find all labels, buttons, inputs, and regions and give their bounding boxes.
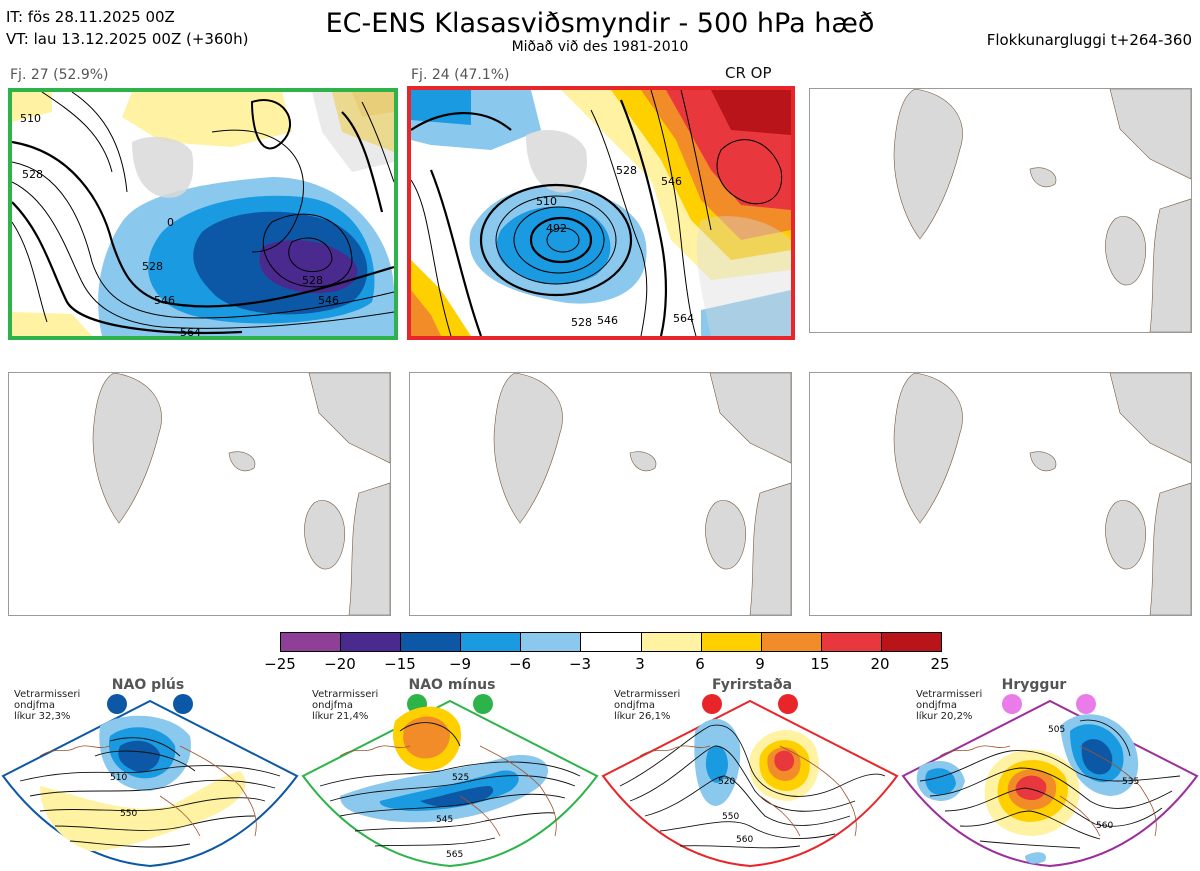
regime-marker [473,694,493,714]
colorbar-swatch [701,633,762,651]
header-info: IT: fös 28.11.2025 00Z VT: lau 13.12.202… [6,6,248,50]
colorbar-swatch [821,633,882,651]
initial-time: IT: fös 28.11.2025 00Z [6,8,175,26]
regime-contour-label: 535 [1122,777,1139,787]
colorbar-tick: 15 [810,655,830,673]
regime-contour-label: 560 [736,835,753,845]
colorbar-tick: 25 [930,655,950,673]
regime-contour-label: 550 [120,809,137,819]
regime-ridge: Vetrarmisseri ondjfma líkur 20,2% Hryggur [900,676,1200,871]
regime-marker [778,694,798,714]
regime-contour-label: 560 [1096,821,1113,831]
contour-label: 546 [154,294,175,307]
regime-title: NAO plús [111,677,185,693]
colorbar-swatch [641,633,702,651]
empty-map-graphic [493,373,791,615]
regime-blocking: Vetrarmisseri ondjfma líkur 26,1% Fyrirsta… [600,676,900,871]
colorbar-swatch [761,633,822,651]
cluster-1-map-graphic: 528 546 564 528 546 510 528 0 [12,92,394,336]
cr-op-label: CR OP [725,64,772,82]
empty-map-graphic [893,373,1191,615]
colorbar-swatch [341,633,402,651]
cluster-window: Flokkunargluggi t+264-360 [986,31,1192,49]
contour-label: 528 [142,260,163,273]
regime-contour-label: 525 [452,773,469,783]
contour-label: 528 [302,274,323,287]
regime-map: 525 545 565 [301,694,599,868]
colorbar-swatch [881,633,942,651]
regime-contour-label: 565 [446,850,463,860]
page-title: EC-ENS Klasasviðsmyndir - 500 hPa hæð [325,8,875,39]
anomaly-colorbar [280,632,942,652]
cluster-1-map[interactable]: 528 546 564 528 546 510 528 0 [8,88,398,340]
empty-map-panel [809,372,1192,616]
empty-map-graphic [92,373,390,615]
contour-label: 528 [22,168,43,181]
regime-contour-label: 520 [718,777,735,787]
regime-note: Vetrarmisseri ondjfma líkur 20,2% [916,689,983,722]
contour-label: 510 [20,112,41,125]
colorbar-swatch [461,633,522,651]
regime-marker [702,694,722,714]
regime-contour-label: 510 [110,773,127,783]
regime-note: Vetrarmisseri ondjfma líkur 21,4% [312,689,379,722]
valid-time: VT: lau 13.12.2025 00Z (+360h) [6,30,249,48]
empty-map-panel [409,372,792,616]
contour-label: 510 [536,195,557,208]
colorbar-tick: 9 [755,655,765,673]
page-subtitle: Miðað við des 1981-2010 [511,39,689,55]
colorbar-tick: −9 [448,655,472,673]
colorbar-swatch [581,633,642,651]
cluster-1-label: Fj. 27 (52.9%) [10,67,109,83]
cluster-2-label: Fj. 24 (47.1%) [411,67,510,83]
contour-label: 564 [180,326,201,336]
regime-contour-label: 545 [436,815,453,825]
cluster-2-map[interactable]: 510 492 528 546 564 546 528 [407,86,795,340]
regime-nao-minus: Vetrarmisseri ondjfma líkur 21,4% NAO mínu… [300,676,600,871]
contour-label: 546 [318,294,339,307]
contour-label: 492 [546,222,567,235]
contour-label: 528 [616,164,637,177]
colorbar-tick: 6 [695,655,705,673]
colorbar-tick: 3 [635,655,645,673]
colorbar-tick: −20 [324,655,356,673]
regime-title: Fyrirstaða [711,677,793,693]
regime-map: 510 550 [1,694,299,868]
regime-contour-label: 505 [1048,725,1065,735]
empty-map-graphic [893,89,1191,332]
colorbar-tick: −15 [384,655,416,673]
colorbar-tick: −3 [568,655,592,673]
contour-label: 546 [661,175,682,188]
regime-note: Vetrarmisseri ondjfma líkur 26,1% [614,689,681,722]
regime-marker [1002,694,1022,714]
regime-map: 520 550 560 [601,694,899,868]
colorbar-swatch [521,633,582,651]
colorbar-tick: 20 [870,655,890,673]
contour-label: 528 [571,316,592,329]
colorbar-swatch [401,633,462,651]
regime-marker [173,694,193,714]
cluster-2-map-graphic: 510 492 528 546 564 546 528 [411,90,791,336]
regime-note: Vetrarmisseri ondjfma líkur 32,3% [14,689,81,722]
regime-nao-plus: Vetrarmisseri ondjfma líkur 32,3% NAO plús… [0,676,300,871]
colorbar-tick: −6 [508,655,532,673]
colorbar-tick: −25 [264,655,296,673]
regime-contour-label: 550 [722,812,739,822]
contour-label: 0 [167,216,174,229]
empty-map-panel [8,372,391,616]
regime-title: NAO mínus [408,677,496,693]
empty-map-panel [809,88,1192,333]
contour-label: 546 [597,314,618,327]
regime-title: Hryggur [1001,677,1067,693]
contour-label: 564 [673,312,694,325]
regime-map: 505 535 560 [901,694,1199,868]
regime-marker [107,694,127,714]
regime-marker [1076,694,1096,714]
colorbar-swatch [281,633,342,651]
